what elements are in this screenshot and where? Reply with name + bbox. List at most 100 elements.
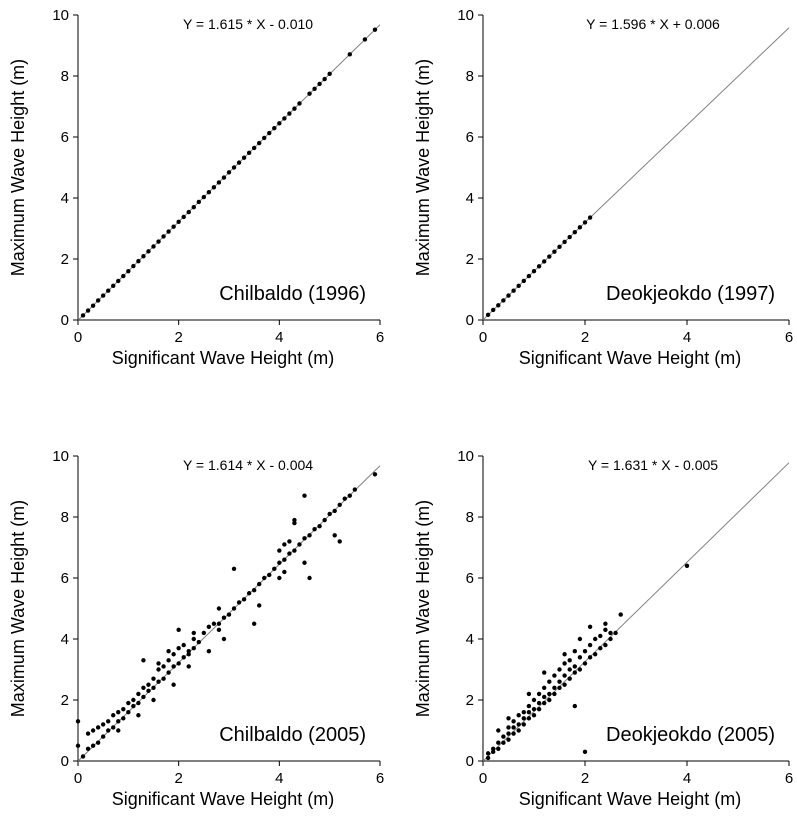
- data-point: [521, 278, 526, 284]
- x-tick-label: 4: [275, 329, 283, 346]
- data-point: [226, 170, 232, 175]
- y-tick-label: 4: [61, 631, 69, 648]
- data-point: [176, 661, 181, 666]
- data-point: [302, 560, 307, 565]
- data-point: [251, 588, 257, 593]
- data-point: [251, 621, 257, 626]
- data-point: [116, 719, 121, 724]
- data-point: [577, 655, 583, 660]
- data-point: [171, 664, 176, 669]
- data-point: [221, 175, 227, 180]
- data-point: [166, 670, 171, 675]
- data-point: [282, 116, 287, 121]
- data-point: [196, 639, 201, 645]
- data-point: [196, 199, 201, 205]
- data-point: [613, 630, 618, 636]
- data-point: [292, 548, 297, 553]
- data-point: [166, 649, 171, 654]
- data-point: [526, 703, 532, 709]
- data-point: [75, 743, 81, 748]
- data-point: [241, 155, 247, 160]
- data-point: [90, 728, 96, 733]
- data-point: [496, 746, 501, 751]
- x-tick-label: 2: [581, 770, 589, 787]
- data-point: [136, 700, 141, 706]
- data-point: [577, 225, 583, 230]
- data-point: [572, 229, 577, 235]
- data-point: [485, 755, 491, 761]
- data-point: [176, 627, 181, 633]
- regression-equation: Y = 1.615 * X - 0.010: [183, 16, 313, 32]
- data-point: [231, 165, 237, 170]
- data-point: [251, 145, 257, 151]
- y-tick-label: 2: [466, 251, 474, 268]
- data-point: [136, 258, 141, 264]
- data-point: [161, 676, 166, 681]
- data-point: [332, 533, 337, 538]
- y-tick-label: 4: [466, 631, 474, 648]
- y-tick-label: 6: [466, 129, 474, 146]
- data-point: [506, 725, 511, 730]
- data-point: [302, 536, 307, 541]
- y-axis-title: Maximum Wave Height (m): [8, 59, 28, 276]
- data-point: [491, 749, 496, 755]
- data-point: [542, 694, 547, 700]
- data-point: [131, 703, 136, 709]
- y-axis-title: Maximum Wave Height (m): [413, 500, 433, 717]
- data-point: [501, 740, 506, 745]
- data-point: [557, 244, 562, 249]
- data-point: [618, 612, 623, 617]
- data-point: [136, 713, 141, 718]
- data-point: [206, 624, 212, 629]
- data-point: [287, 539, 292, 544]
- data-point: [241, 597, 247, 602]
- data-point: [322, 76, 327, 82]
- data-point: [111, 713, 116, 718]
- y-tick-label: 8: [466, 509, 474, 526]
- data-point: [106, 288, 111, 293]
- data-point: [106, 719, 111, 724]
- y-tick-label: 10: [52, 448, 69, 465]
- data-point: [598, 633, 603, 639]
- data-point: [511, 725, 516, 730]
- data-point: [126, 700, 131, 706]
- data-point: [156, 667, 161, 672]
- data-point: [491, 307, 496, 313]
- data-point: [297, 542, 302, 547]
- data-point: [171, 224, 176, 229]
- data-point: [536, 691, 542, 697]
- regression-equation: Y = 1.631 * X - 0.005: [588, 457, 718, 473]
- data-point: [191, 645, 196, 651]
- data-point: [542, 685, 547, 690]
- data-point: [587, 642, 593, 648]
- data-point: [572, 670, 577, 675]
- data-point: [191, 636, 196, 642]
- data-point: [90, 743, 96, 748]
- data-point: [511, 288, 516, 293]
- data-point: [496, 303, 501, 308]
- data-point: [131, 263, 136, 269]
- data-point: [116, 728, 121, 733]
- y-tick-label: 0: [466, 753, 474, 770]
- data-point: [372, 27, 378, 32]
- data-point: [526, 710, 532, 715]
- regression-equation: Y = 1.596 * X + 0.006: [586, 16, 720, 32]
- data-point: [216, 627, 222, 633]
- data-point: [95, 740, 101, 745]
- data-point: [521, 722, 526, 727]
- data-point: [95, 298, 101, 303]
- data-point: [282, 542, 287, 547]
- y-tick-label: 8: [61, 68, 69, 85]
- data-point: [582, 649, 588, 654]
- data-point: [536, 264, 542, 269]
- data-point: [317, 523, 322, 529]
- data-point: [216, 621, 222, 626]
- data-point: [151, 676, 156, 681]
- y-tick-label: 2: [61, 251, 69, 268]
- x-axis-title: Significant Wave Height (m): [112, 348, 334, 368]
- data-point: [603, 642, 608, 648]
- data-point: [567, 667, 572, 672]
- data-point: [121, 706, 126, 712]
- data-point: [511, 731, 516, 736]
- data-point: [501, 734, 506, 739]
